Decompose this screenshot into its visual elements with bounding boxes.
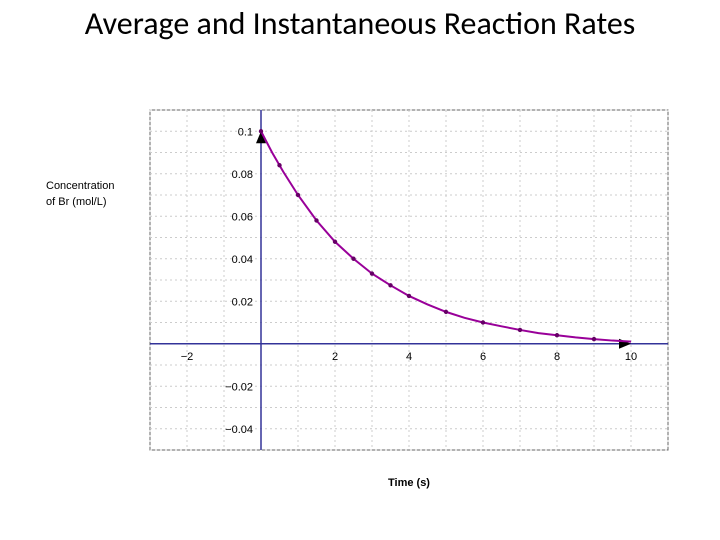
data-point <box>277 163 281 167</box>
data-point <box>351 257 355 261</box>
data-point <box>296 193 300 197</box>
y-tick-label: −0.02 <box>225 381 253 393</box>
data-point <box>314 218 318 222</box>
y-tick-label: 0.1 <box>238 126 253 138</box>
y-tick-label: −0.04 <box>225 424 253 436</box>
x-tick-label: 2 <box>332 351 338 363</box>
y-axis-title-line2: of Br (mol/L) <box>46 196 107 208</box>
data-point <box>333 240 337 244</box>
data-point <box>592 337 596 341</box>
y-tick-label: 0.04 <box>232 254 253 266</box>
x-tick-label: 10 <box>625 351 637 363</box>
x-tick-label: 6 <box>480 351 486 363</box>
data-point <box>481 320 485 324</box>
data-point <box>444 310 448 314</box>
y-tick-label: 0.06 <box>232 211 253 223</box>
x-tick-label: 4 <box>406 351 412 363</box>
y-tick-label: 0.08 <box>232 169 253 181</box>
reaction-rate-chart: −2 2 4 6 8 10 −0.04 −0.02 0.02 0.04 0.06 0.08 0.1 Tim… <box>40 100 680 500</box>
x-tick-label: 8 <box>554 351 560 363</box>
data-point <box>518 328 522 332</box>
data-point <box>555 333 559 337</box>
x-tick-label: −2 <box>181 351 194 363</box>
data-point <box>407 294 411 298</box>
data-point <box>370 271 374 275</box>
data-point <box>388 283 392 287</box>
data-point <box>259 129 263 133</box>
y-tick-label: 0.02 <box>232 296 253 308</box>
x-axis-title: Time (s) <box>388 477 430 489</box>
chart-svg: −2 2 4 6 8 10 −0.04 −0.02 0.02 0.04 0.06 0.08 0.1 Tim… <box>40 100 680 500</box>
y-axis-title-line1: Concentration <box>46 180 115 192</box>
slide-title: Average and Instantaneous Reaction Rates <box>30 6 690 43</box>
